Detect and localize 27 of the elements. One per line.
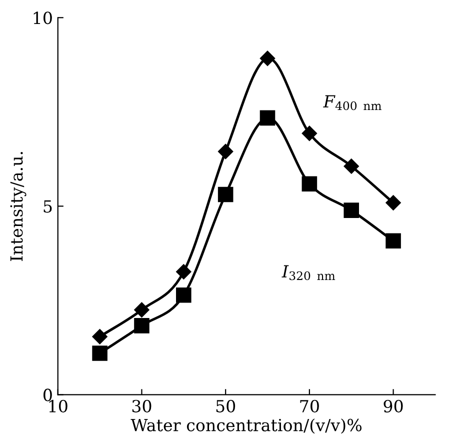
point <box>92 346 108 361</box>
x-tick-label: 50 <box>216 400 236 412</box>
point <box>176 264 192 280</box>
point <box>92 329 108 344</box>
x-tick-label: 70 <box>300 400 319 412</box>
point <box>344 202 360 218</box>
y-tick-label: 0 <box>44 388 52 402</box>
point <box>386 195 401 210</box>
x-tick-label: 30 <box>132 400 152 412</box>
point <box>260 110 276 126</box>
point <box>176 288 192 303</box>
point <box>134 318 150 334</box>
x-tick-label: 90 <box>384 400 403 412</box>
x-axis-title: Water concentration/(v/v)% <box>130 418 362 434</box>
y-axis-title: Intensity/a.u. <box>10 152 26 261</box>
point <box>344 158 359 174</box>
point <box>302 176 318 192</box>
point <box>218 186 234 202</box>
point <box>260 50 276 66</box>
point <box>134 302 150 318</box>
point <box>302 126 318 141</box>
point <box>218 144 234 160</box>
point <box>386 233 401 248</box>
y-tick-label: 10 <box>34 12 52 24</box>
series-label: F$_{400 nm}$ <box>323 95 382 110</box>
text: I$_{320 nm}$ <box>282 265 336 280</box>
y-tick-label: 5 <box>44 200 52 213</box>
